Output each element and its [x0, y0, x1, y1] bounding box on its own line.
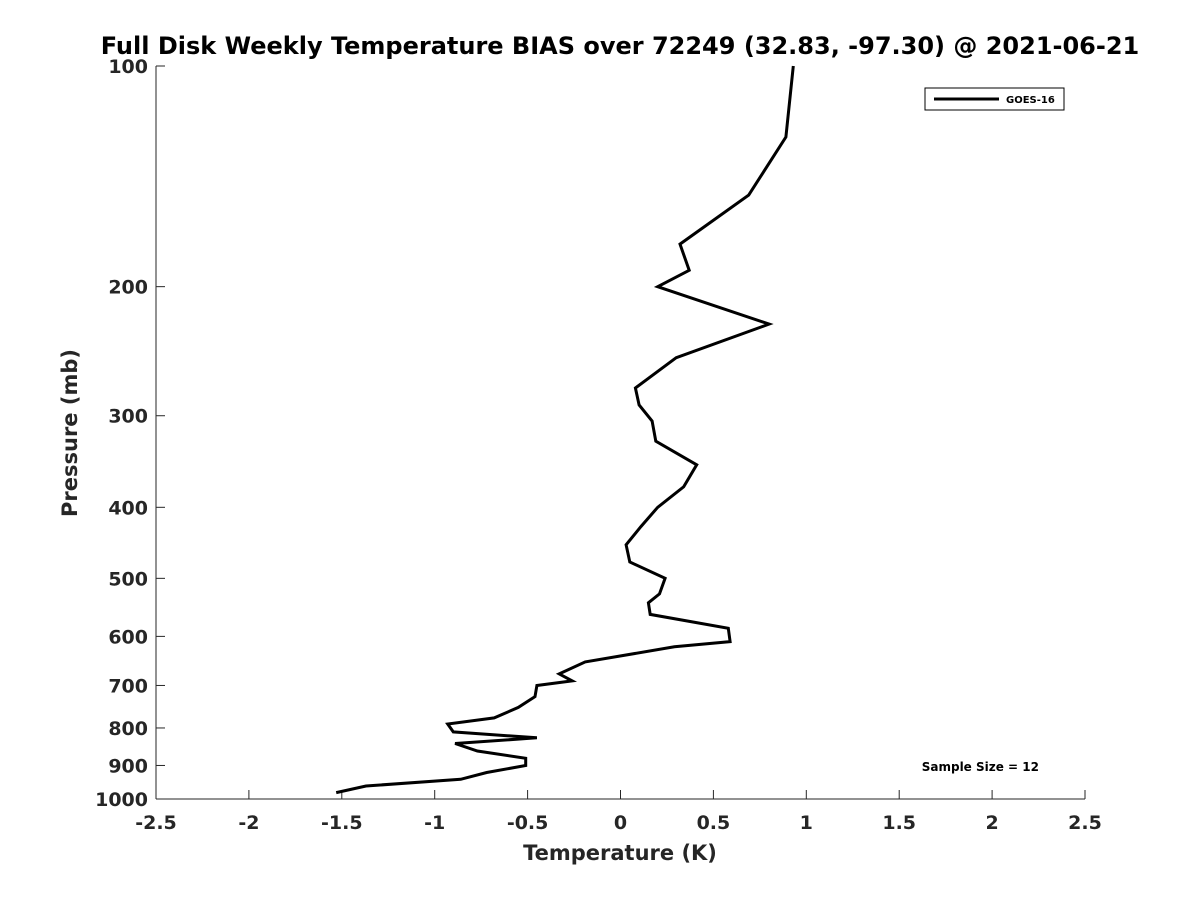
chart-title: Full Disk Weekly Temperature BIAS over 7…	[101, 32, 1140, 60]
x-tick-label: 0.5	[697, 812, 731, 834]
y-tick-label: 500	[108, 568, 148, 590]
x-axis-label: Temperature (K)	[523, 841, 717, 865]
y-tick-label: 400	[108, 497, 148, 519]
x-tick-label: -2	[238, 812, 259, 834]
series-line-goes-16	[335, 65, 795, 795]
y-tick-label: 200	[108, 277, 148, 299]
x-tick-label: 0	[614, 812, 627, 834]
y-tick-label: 100	[108, 56, 148, 78]
y-axis-ticks: 100 200 300 400 500 600 700 800 900 1000	[95, 56, 165, 811]
plot-area	[156, 66, 1085, 799]
y-tick-label: 600	[108, 626, 148, 648]
y-tick-label: 800	[108, 718, 148, 740]
sample-size-annotation: Sample Size = 12	[922, 760, 1039, 774]
y-tick-label: 900	[108, 755, 148, 777]
x-tick-label: 1	[800, 812, 813, 834]
legend: GOES-16	[924, 87, 1065, 111]
y-tick-label: 700	[108, 675, 148, 697]
x-tick-label: 1.5	[882, 812, 916, 834]
x-tick-label: -2.5	[135, 812, 177, 834]
x-tick-label: 2.5	[1068, 812, 1102, 834]
x-tick-label: -1	[424, 812, 445, 834]
x-tick-label: -0.5	[507, 812, 549, 834]
x-tick-label: 2	[985, 812, 998, 834]
y-tick-label: 300	[108, 406, 148, 428]
x-tick-label: -1.5	[321, 812, 363, 834]
x-axis-ticks: -2.5 -2 -1.5 -1 -0.5 0 0.5 1 1.5 2 2.5	[135, 790, 1102, 834]
y-tick-label: 1000	[95, 789, 148, 811]
y-axis-label: Pressure (mb)	[58, 349, 82, 517]
legend-entry-goes-16: GOES-16	[1006, 95, 1055, 106]
